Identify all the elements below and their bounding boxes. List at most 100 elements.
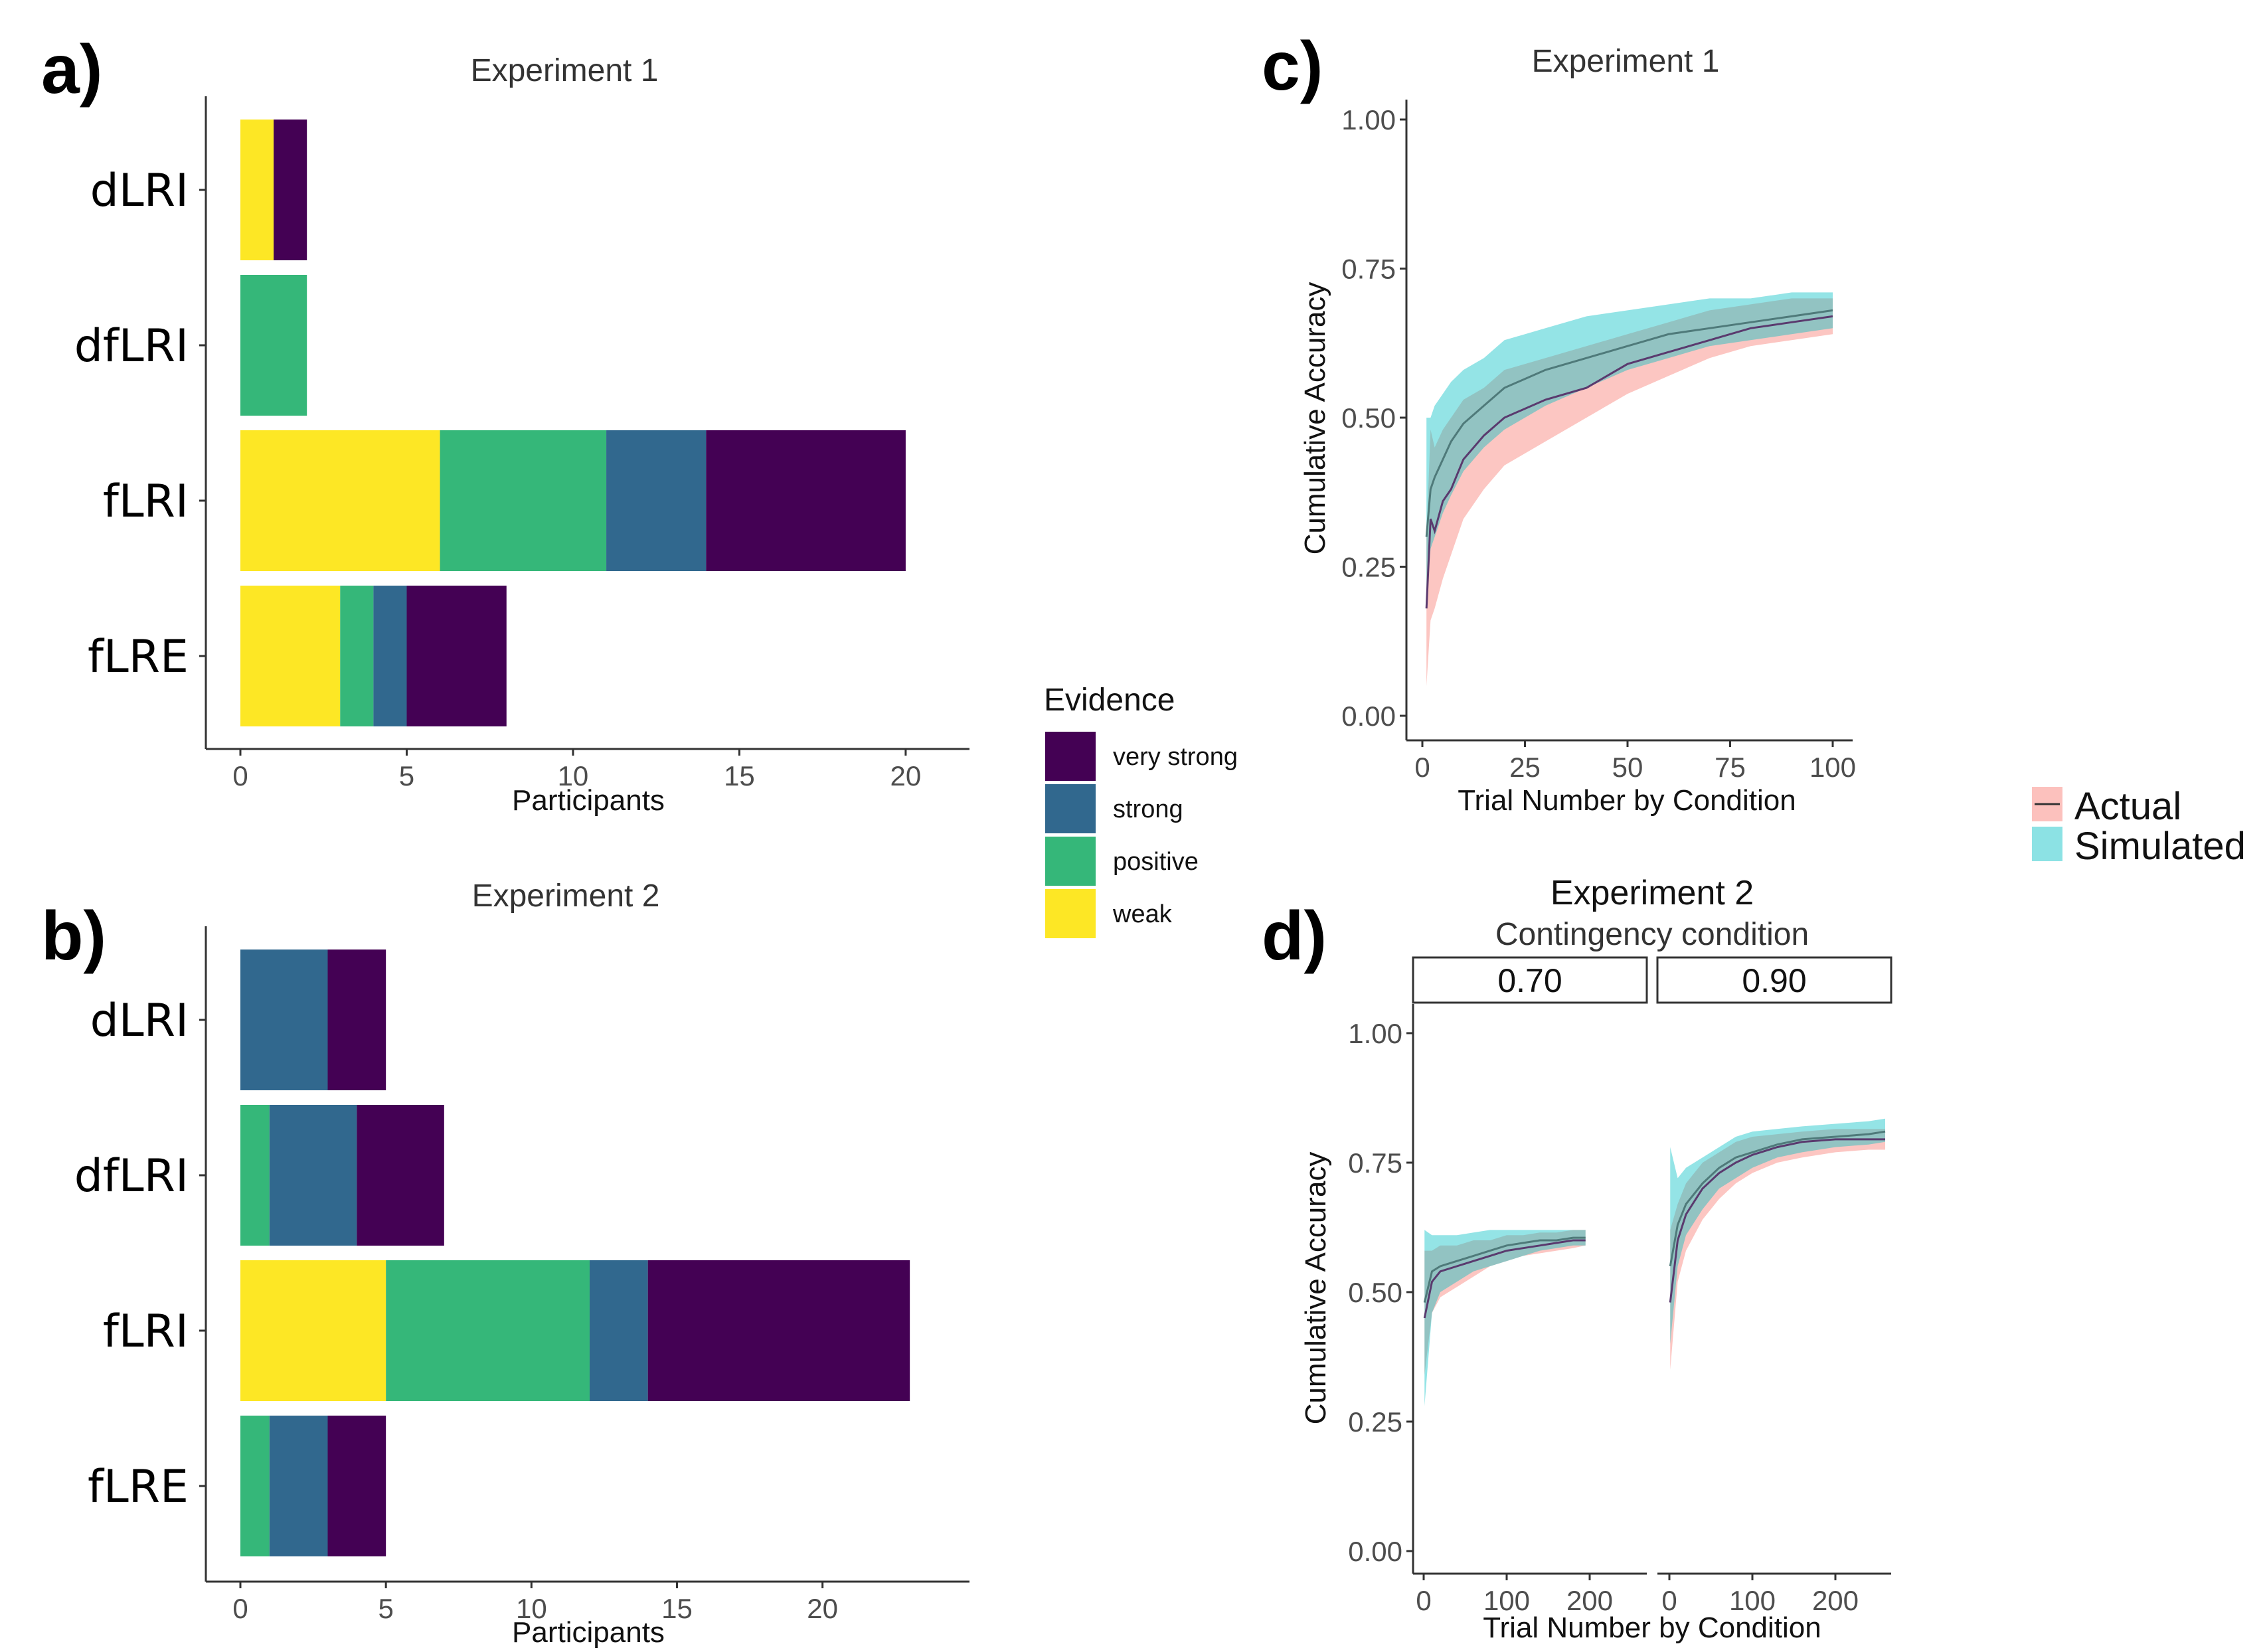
legend-swatch-very-strong xyxy=(1045,732,1096,781)
d-facet-2-ribbon-actual xyxy=(1670,1129,1885,1370)
d-facet-1-x-tick-label: 200 xyxy=(1566,1585,1613,1616)
panel-d-facet-1-x-ticks: 0 100 200 xyxy=(1416,1574,1613,1616)
panel-c-y-axis-title: Cumulative Accuracy xyxy=(1299,282,1331,555)
legend-label-strong: strong xyxy=(1113,795,1183,823)
panel-d-facet-1-plot-area xyxy=(1423,1230,1586,1406)
b-bar-fLRE-positive xyxy=(240,1416,270,1556)
d-facet-1-x-tick-label: 100 xyxy=(1483,1585,1530,1616)
facet-strip-2 xyxy=(1656,956,1892,1004)
b-x-tick-label: 15 xyxy=(661,1593,693,1624)
b-bar-fLRE-very-strong xyxy=(327,1416,386,1556)
a-x-tick-label: 5 xyxy=(399,760,414,791)
d-facet-2-ribbon-simulated xyxy=(1670,1118,1885,1344)
legend-label-actual: Actual xyxy=(2074,785,2181,828)
c-y-tick-label: 1.00 xyxy=(1341,104,1396,135)
panel-a-bars xyxy=(240,120,906,726)
evidence-legend: Evidence very strong strong positive wea… xyxy=(1044,683,1238,938)
a-bar-fLRI-very-strong xyxy=(706,430,906,571)
a-bar-fLRI-positive xyxy=(440,430,607,571)
a-bar-fLRE-very-strong xyxy=(406,586,507,726)
panel-d-y-ticks: 0.00 0.25 0.50 0.75 1.00 xyxy=(1348,1018,1413,1567)
b-bar-dfLRI-very-strong xyxy=(357,1105,444,1246)
a-category-label: dfLRI xyxy=(74,320,189,372)
d-y-tick-label: 0.50 xyxy=(1348,1277,1402,1308)
d-facet-1-line-simulated xyxy=(1423,1236,1586,1303)
panel-c-plot-area xyxy=(1425,292,1833,687)
panel-c-line-chart: Experiment 1 0.00 0.25 0.50 0.75 1.00 0 25 50 7… xyxy=(1299,44,1856,817)
facet-strip-1-label: 0.70 xyxy=(1497,962,1562,999)
panel-a-x-axis-title: Participants xyxy=(512,784,665,817)
panel-c-x-ticks: 0 25 50 75 100 xyxy=(1414,740,1856,783)
d-facet-2-x-tick-label: 200 xyxy=(1812,1585,1859,1616)
d-facet-1-ribbon-actual xyxy=(1424,1230,1586,1375)
panel-a-x-ticks: 0 5 10 15 20 xyxy=(232,749,921,791)
d-facet-1-x-tick-label: 0 xyxy=(1416,1585,1431,1616)
b-category-label: dfLRI xyxy=(74,1150,189,1202)
c-x-tick-label: 25 xyxy=(1509,752,1541,783)
a-bar-dLRI-very-strong xyxy=(274,120,307,260)
a-bar-dfLRI-positive xyxy=(240,275,307,416)
b-bar-dfLRI-strong xyxy=(269,1105,357,1246)
a-bar-fLRE-weak xyxy=(240,586,341,726)
c-line-actual xyxy=(1425,315,1833,609)
panel-d-subtitle: Contingency condition xyxy=(1495,917,1809,952)
legend-swatch-strong xyxy=(1045,784,1096,833)
facet-strip-1 xyxy=(1412,956,1648,1004)
b-category-label: dLRI xyxy=(90,995,189,1047)
a-bar-fLRI-strong xyxy=(606,430,707,571)
panel-letter-c: c) xyxy=(1262,28,1323,105)
c-x-tick-label: 0 xyxy=(1414,752,1430,783)
facet-strip-2-label: 0.90 xyxy=(1742,962,1806,999)
panel-b-category-labels: dLRI dfLRI fLRI fLRE xyxy=(74,995,206,1513)
a-category-label: fLRI xyxy=(103,475,189,528)
a-bar-fLRE-strong xyxy=(373,586,407,726)
panel-b-title: Experiment 2 xyxy=(472,878,660,914)
d-facet-2-x-tick-label: 0 xyxy=(1661,1585,1677,1616)
b-bar-fLRI-positive xyxy=(386,1260,590,1401)
panel-b-bars xyxy=(240,950,910,1556)
b-category-label: fLRI xyxy=(103,1305,189,1358)
a-x-tick-label: 0 xyxy=(232,760,248,791)
b-bar-dLRI-strong xyxy=(240,950,328,1090)
panel-c-title: Experiment 1 xyxy=(1532,44,1720,79)
legend-swatch-positive xyxy=(1045,837,1096,886)
c-x-tick-label: 75 xyxy=(1715,752,1746,783)
panel-a-title: Experiment 1 xyxy=(471,53,659,88)
panel-d-title: Experiment 2 xyxy=(1551,874,1754,912)
a-bar-dLRI-weak xyxy=(240,120,274,260)
b-bar-fLRI-weak xyxy=(240,1260,386,1401)
legend-swatch-simulated xyxy=(2032,827,2062,861)
panel-letter-b: b) xyxy=(41,898,106,975)
c-line-simulated xyxy=(1425,309,1833,537)
b-bar-dLRI-very-strong xyxy=(327,950,386,1090)
d-facet-1-ribbon-simulated xyxy=(1424,1230,1586,1406)
panel-letter-a: a) xyxy=(41,31,102,108)
panel-c-y-ticks: 0.00 0.25 0.50 0.75 1.00 xyxy=(1341,104,1406,732)
legend-label-simulated: Simulated xyxy=(2074,825,2246,868)
d-y-tick-label: 0.75 xyxy=(1348,1147,1402,1179)
b-x-tick-label: 10 xyxy=(516,1593,547,1624)
d-facet-1-line-actual xyxy=(1423,1239,1586,1319)
panel-b-x-axis-title: Participants xyxy=(512,1616,665,1649)
panel-d-faceted-line-chart: Experiment 2 Contingency condition 0.70 … xyxy=(1300,874,1892,1644)
d-facet-2-x-tick-label: 100 xyxy=(1729,1585,1776,1616)
a-x-tick-label: 20 xyxy=(890,760,922,791)
b-category-label: fLRE xyxy=(88,1461,189,1513)
panel-d-facet-2-plot-area xyxy=(1669,1118,1886,1370)
panel-c-x-axis-title: Trial Number by Condition xyxy=(1458,784,1796,817)
a-bar-fLRE-positive xyxy=(340,586,374,726)
legend-label-weak: weak xyxy=(1112,900,1173,928)
a-category-label: fLRE xyxy=(88,631,189,683)
d-facet-2-line-actual xyxy=(1669,1138,1885,1303)
b-bar-fLRI-strong xyxy=(590,1260,648,1401)
actual-simulated-legend: Actual Simulated xyxy=(2032,785,2246,868)
c-ribbon-simulated xyxy=(1426,292,1833,597)
b-bar-dfLRI-positive xyxy=(240,1105,270,1246)
c-y-tick-label: 0.50 xyxy=(1341,402,1396,434)
d-y-tick-label: 1.00 xyxy=(1348,1018,1402,1049)
panel-d-x-axis-title: Trial Number by Condition xyxy=(1483,1611,1821,1644)
panel-letter-d: d) xyxy=(1262,898,1327,975)
